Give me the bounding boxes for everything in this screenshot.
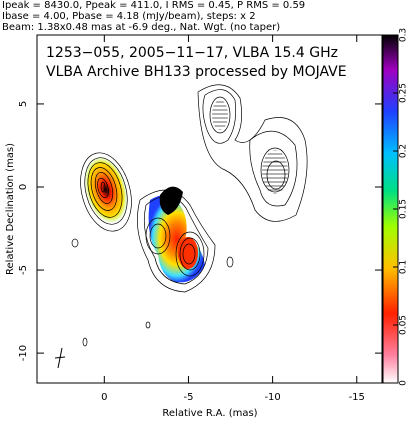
colorbar-tick-label: 0.1 xyxy=(399,260,409,274)
y-tick-label: -5 xyxy=(18,265,29,275)
colorbar-tick-label: 0.05 xyxy=(399,315,409,335)
colorbar-tick-label: 0 xyxy=(399,380,409,386)
colorbar-tick-label: 0.15 xyxy=(399,199,409,219)
x-tick-label: -10 xyxy=(264,392,280,403)
y-tick-label: 5 xyxy=(18,101,29,107)
map xyxy=(54,84,308,369)
x-axis-label: Relative R.A. (mas) xyxy=(162,408,257,419)
colorbar-tick-label: 0.2 xyxy=(399,144,409,158)
header-line: Ibase = 4.00, Pbase = 4.18 (mJy/beam), s… xyxy=(2,11,256,22)
x-tick-label: -15 xyxy=(349,392,365,403)
x-tick-label: 0 xyxy=(101,392,107,403)
header-line: Beam: 1.38x0.48 mas at -6.9 deg., Nat. W… xyxy=(2,22,280,33)
header-line: Ipeak = 8430.0, Ppeak = 411.0, I RMS = 0… xyxy=(2,0,305,11)
x-tick-label: -5 xyxy=(183,392,193,403)
colorbar-tick-label: 0.3 xyxy=(399,28,409,42)
colorbar-tick-label: 0.25 xyxy=(399,83,409,103)
plot-frame xyxy=(36,34,383,384)
plot-title: 1253−055, 2005−11−17, VLBA 15.4 GHz xyxy=(46,45,338,61)
y-tick-label: 0 xyxy=(18,184,29,190)
y-axis-label: Relative Declination (mas) xyxy=(5,143,16,275)
plot-subtitle: VLBA Archive BH133 processed by MOJAVE xyxy=(46,64,347,80)
y-tick-label: -10 xyxy=(18,345,29,361)
